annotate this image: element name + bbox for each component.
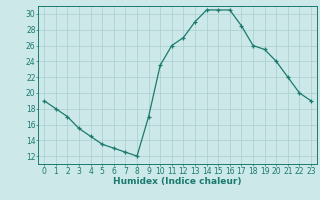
X-axis label: Humidex (Indice chaleur): Humidex (Indice chaleur) bbox=[113, 177, 242, 186]
